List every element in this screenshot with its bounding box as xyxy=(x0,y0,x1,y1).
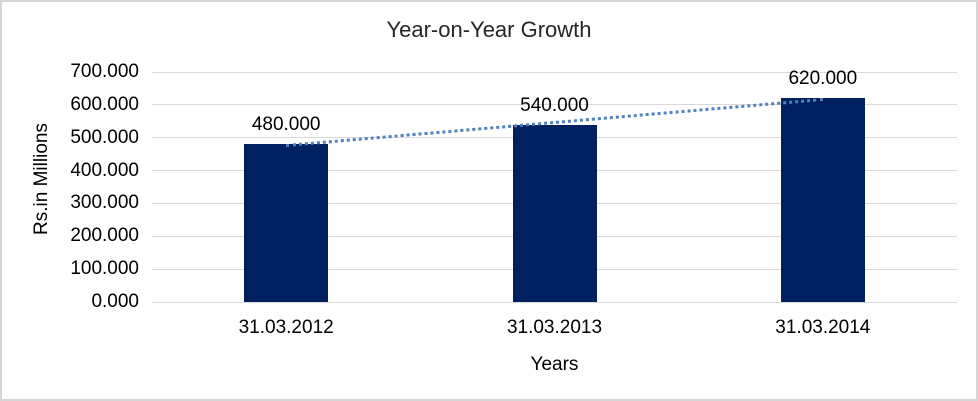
y-tick-label: 300.000 xyxy=(70,192,139,214)
y-tick-label: 0.000 xyxy=(91,291,139,312)
x-tick-label: 31.03.2013 xyxy=(506,317,603,338)
y-tick-label: 700.000 xyxy=(70,61,139,82)
data-label: 540.000 xyxy=(520,94,589,116)
chart-title: Year-on-Year Growth xyxy=(386,17,592,42)
gridline xyxy=(152,301,957,303)
bar xyxy=(512,124,597,302)
gridline xyxy=(152,71,957,73)
y-tick-label: 100.000 xyxy=(70,258,139,280)
x-axis-title: Years xyxy=(530,354,579,375)
x-tick-label: 31.03.2012 xyxy=(238,317,334,338)
x-tick-label: 31.03.2014 xyxy=(775,317,871,338)
bar xyxy=(780,98,865,302)
gridline xyxy=(152,104,957,106)
y-tick-label: 400.000 xyxy=(70,159,139,181)
data-label: 480.000 xyxy=(251,114,321,136)
y-tick-label: 200.000 xyxy=(70,225,139,247)
data-label: 620.000 xyxy=(788,68,858,90)
bar xyxy=(244,144,329,302)
y-tick-label: 600.000 xyxy=(70,93,139,115)
y-tick-label: 500.000 xyxy=(70,126,139,148)
